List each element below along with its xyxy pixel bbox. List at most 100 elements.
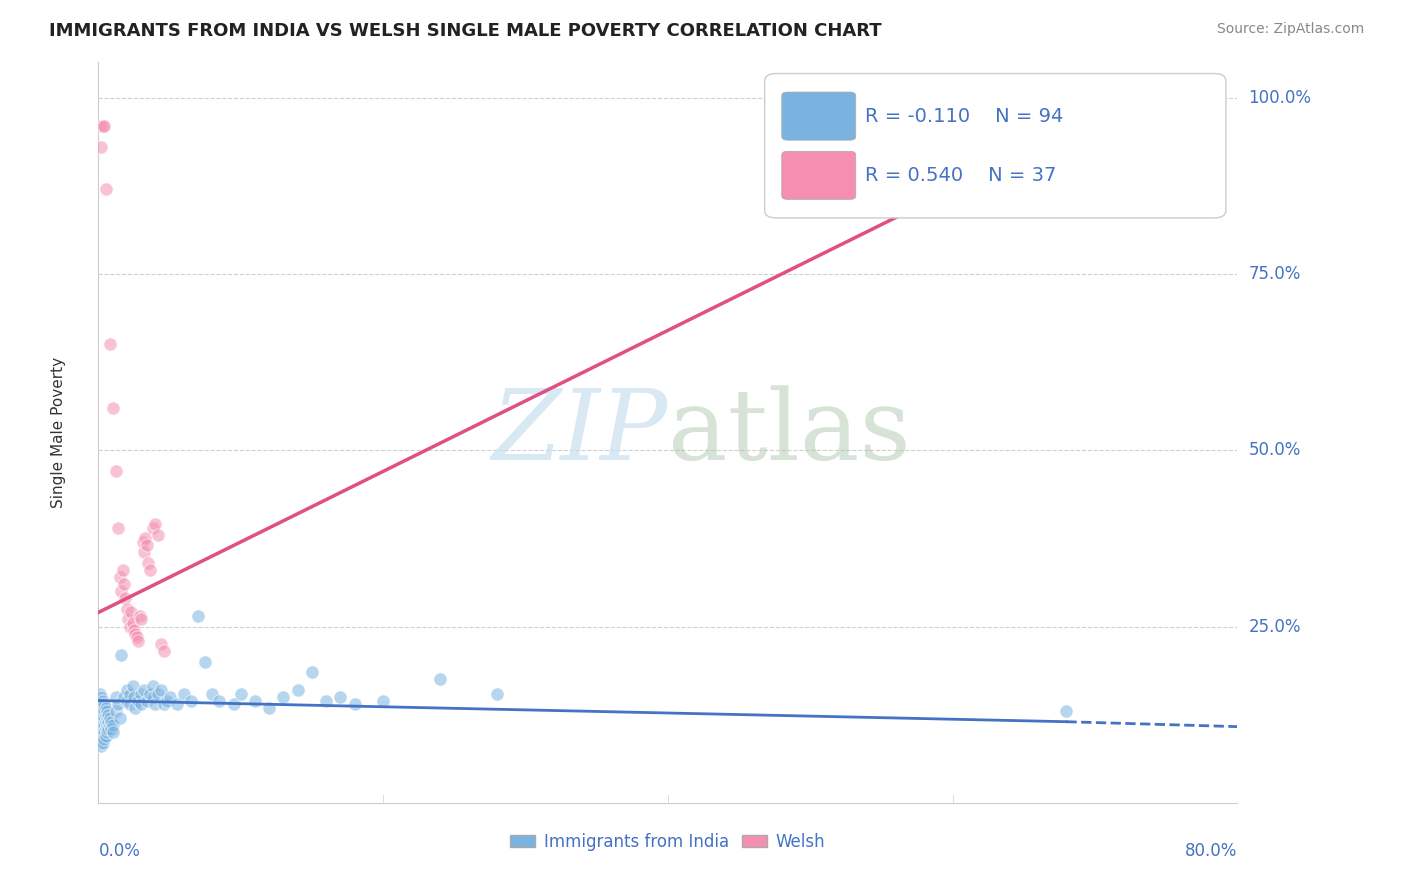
Point [96,711,118,725]
Point [90,725,112,739]
Text: 100.0%: 100.0% [1249,88,1312,107]
Point [107,697,129,711]
Point [112,690,135,704]
Point [131,535,153,549]
Point [101,725,124,739]
Point [96,725,118,739]
Point [329,690,352,704]
Point [98,337,121,351]
Point [104,464,127,478]
Point [91,729,114,743]
Text: Single Male Poverty: Single Male Poverty [51,357,66,508]
Point [90,704,112,718]
Point [124,700,146,714]
Point [104,690,127,704]
Point [115,683,138,698]
Point [96,718,118,732]
Point [100,714,122,729]
Point [141,521,163,535]
Point [150,637,173,651]
Point [118,697,141,711]
Point [128,609,150,624]
Point [138,563,160,577]
Point [180,693,202,707]
Point [243,693,266,707]
Point [145,697,167,711]
Point [94,700,117,714]
Point [93,711,115,725]
Point [91,700,114,714]
Point [91,707,114,722]
Point [136,556,159,570]
Point [1056,704,1078,718]
Point [94,182,117,196]
Text: atlas: atlas [668,384,911,481]
Point [110,584,132,599]
Point [125,630,148,644]
Point [90,718,112,732]
Point [91,722,114,736]
Point [112,577,135,591]
Point [148,686,170,700]
Point [141,680,163,694]
Text: 75.0%: 75.0% [1249,265,1301,283]
Point [101,718,124,732]
Point [194,655,217,669]
Point [132,545,155,559]
Point [132,683,155,698]
FancyBboxPatch shape [782,92,856,140]
Point [159,690,181,704]
Point [94,729,117,743]
Point [208,693,231,707]
Point [120,606,142,620]
Point [287,683,309,698]
Point [90,140,112,154]
Point [115,602,138,616]
Text: 80.0%: 80.0% [1185,842,1237,860]
Text: 50.0%: 50.0% [1249,442,1301,459]
Point [343,697,366,711]
Point [122,623,145,637]
Point [91,736,114,750]
Point [118,686,141,700]
Point [301,665,323,680]
Point [138,686,160,700]
Text: ZIP: ZIP [492,385,668,480]
Point [100,722,122,736]
Point [89,722,111,736]
Point [118,619,141,633]
Text: 0.0%: 0.0% [98,842,141,860]
Point [150,683,173,698]
Point [145,517,167,532]
Point [91,693,114,707]
Point [93,725,115,739]
Point [121,680,143,694]
FancyBboxPatch shape [765,73,1226,218]
Point [93,732,115,747]
Point [91,119,114,133]
FancyBboxPatch shape [782,152,856,200]
Point [90,739,112,754]
Point [486,686,509,700]
Point [141,690,163,704]
Point [117,612,139,626]
Point [259,700,281,714]
Point [124,626,146,640]
Point [122,690,145,704]
Point [153,644,176,658]
Point [96,704,118,718]
Point [173,686,195,700]
Point [315,693,337,707]
Point [1056,119,1078,133]
Point [97,722,120,736]
Point [89,707,111,722]
Point [108,570,131,584]
Text: Source: ZipAtlas.com: Source: ZipAtlas.com [1216,22,1364,37]
Point [166,697,188,711]
Point [107,521,129,535]
Point [273,690,295,704]
Point [111,563,134,577]
Point [93,718,115,732]
Point [135,538,157,552]
Point [90,697,112,711]
